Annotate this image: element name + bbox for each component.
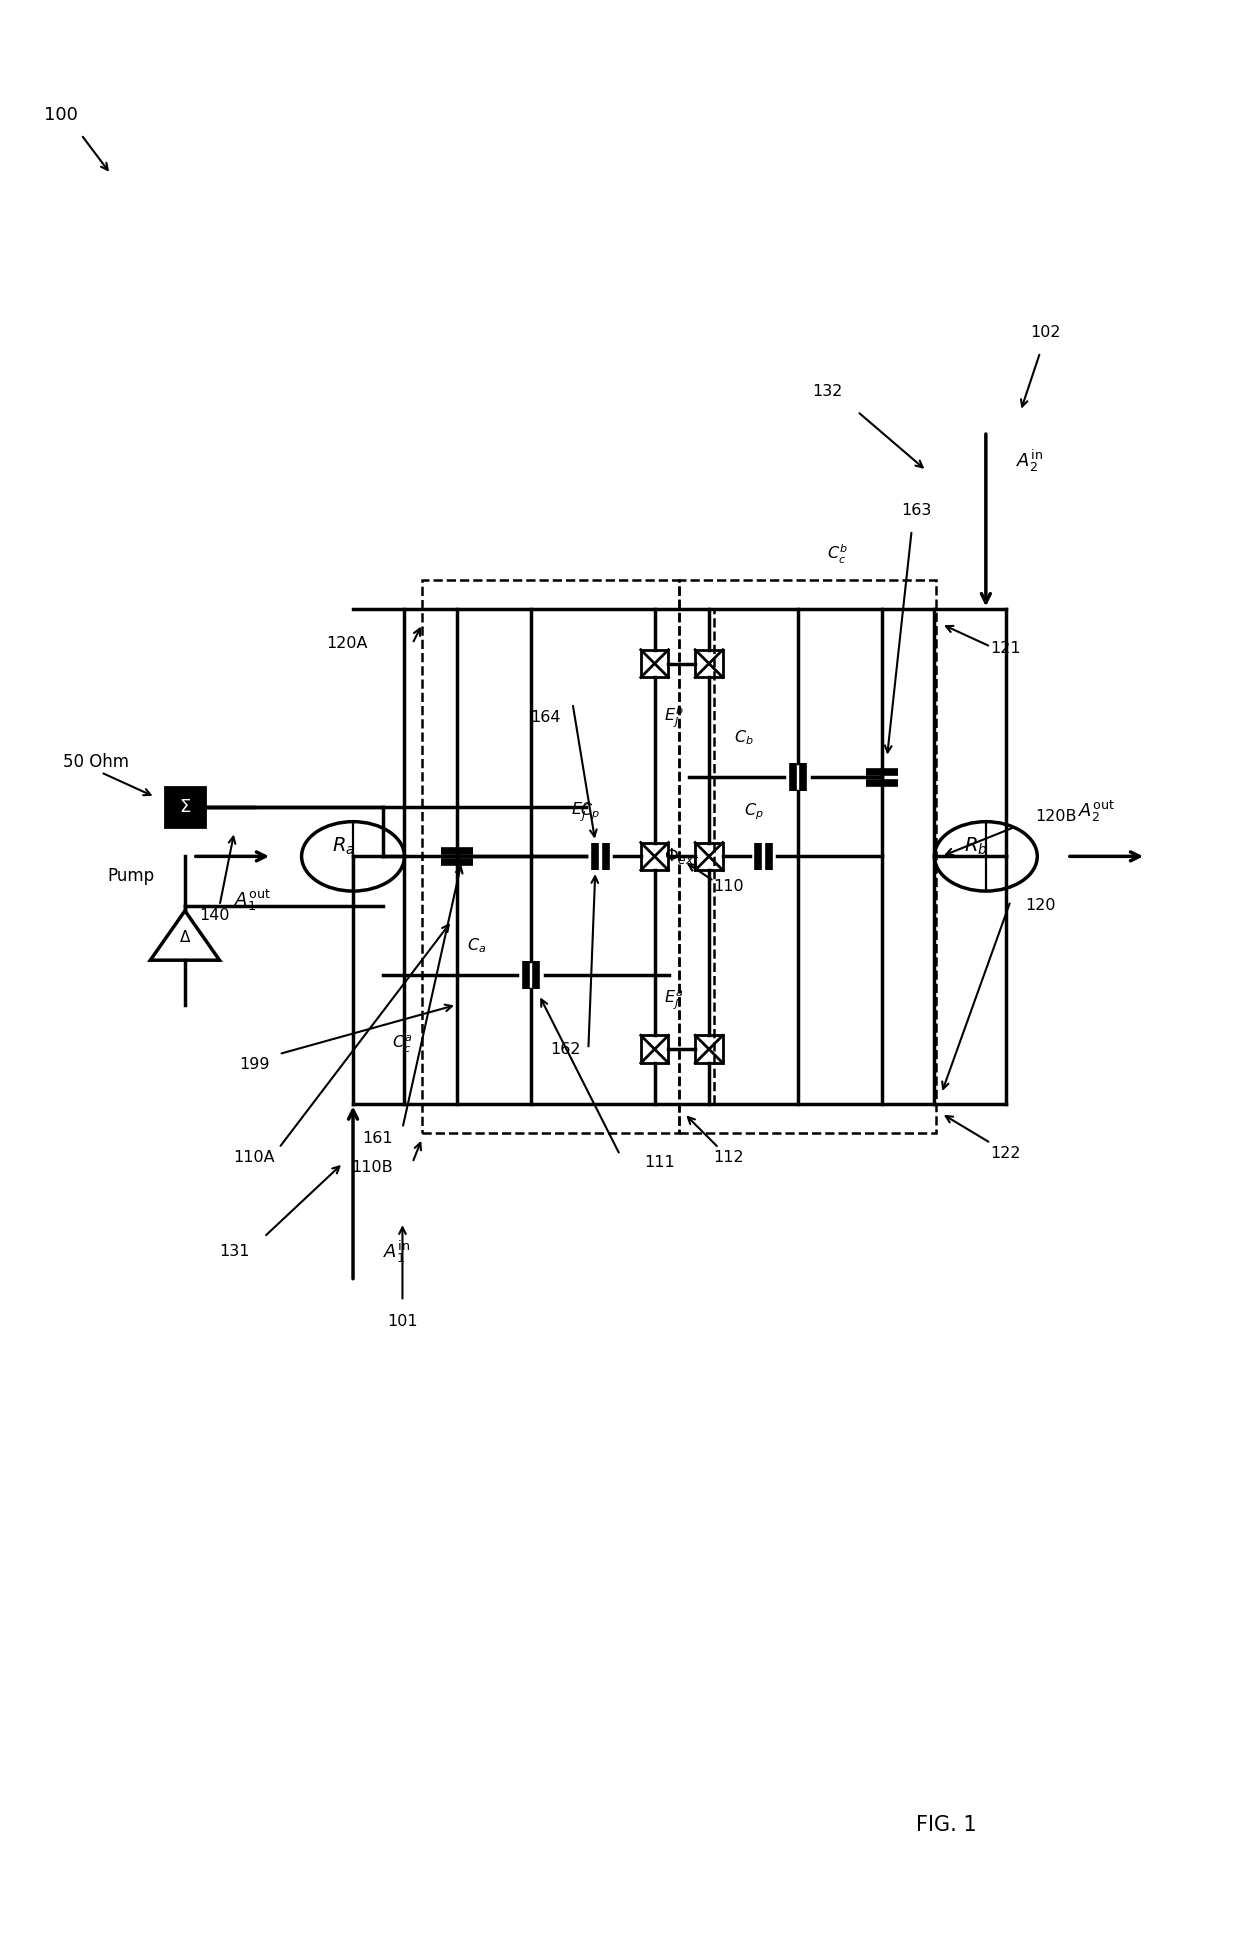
Text: 111: 111 — [644, 1155, 675, 1171]
Text: 100: 100 — [45, 106, 78, 123]
Text: $A_2^{\rm in}$: $A_2^{\rm in}$ — [1016, 448, 1043, 473]
Text: $C_c^b$: $C_c^b$ — [827, 543, 848, 567]
Text: $\Delta$: $\Delta$ — [179, 929, 191, 946]
Bar — [423, 579, 680, 1134]
Text: $E_J^c$: $E_J^c$ — [572, 800, 590, 823]
Text: $\Phi_{ext}$: $\Phi_{ext}$ — [663, 847, 699, 866]
Text: $R_a$: $R_a$ — [331, 837, 355, 856]
Text: 140: 140 — [200, 909, 229, 923]
Text: 121: 121 — [991, 641, 1021, 657]
Text: $C_c^a$: $C_c^a$ — [392, 1034, 413, 1056]
Text: FIG. 1: FIG. 1 — [916, 1816, 977, 1836]
Text: $R_b$: $R_b$ — [965, 837, 988, 856]
Text: $C_p$: $C_p$ — [744, 802, 764, 823]
Text: $C_b$: $C_b$ — [734, 729, 754, 747]
Text: $C_p$: $C_p$ — [580, 802, 600, 823]
Text: 199: 199 — [239, 1056, 269, 1071]
Text: $C_a$: $C_a$ — [467, 936, 486, 954]
Text: $E_J^a$: $E_J^a$ — [665, 987, 683, 1011]
Text: 110B: 110B — [351, 1161, 393, 1175]
Text: $A_2^{\rm out}$: $A_2^{\rm out}$ — [1078, 800, 1115, 825]
Text: 50 Ohm: 50 Ohm — [63, 753, 129, 772]
Text: Pump: Pump — [107, 868, 154, 886]
Text: 120: 120 — [1025, 897, 1056, 913]
Bar — [165, 788, 205, 827]
Text: $A_1^{\rm in}$: $A_1^{\rm in}$ — [383, 1239, 409, 1265]
Bar — [696, 1036, 723, 1064]
Text: $\Sigma$: $\Sigma$ — [179, 798, 191, 815]
Bar — [680, 579, 936, 1134]
Text: 120B: 120B — [1035, 809, 1076, 825]
Bar — [696, 843, 723, 870]
Text: 161: 161 — [362, 1130, 393, 1146]
Text: 163: 163 — [901, 502, 931, 518]
Bar — [641, 1036, 668, 1064]
Text: 132: 132 — [812, 383, 843, 399]
Text: 101: 101 — [387, 1314, 418, 1329]
Text: $E_J^b$: $E_J^b$ — [665, 706, 684, 731]
Text: 162: 162 — [551, 1042, 580, 1058]
Text: 112: 112 — [713, 1150, 744, 1165]
Text: 110: 110 — [713, 878, 744, 893]
Text: 131: 131 — [219, 1245, 249, 1259]
Text: 122: 122 — [991, 1146, 1021, 1161]
Bar — [696, 649, 723, 676]
Text: $A_1^{\rm out}$: $A_1^{\rm out}$ — [233, 888, 270, 913]
Text: 120A: 120A — [326, 635, 368, 651]
Bar — [641, 843, 668, 870]
Text: 102: 102 — [1030, 325, 1060, 340]
Text: 164: 164 — [531, 710, 560, 725]
Text: 110A: 110A — [233, 1150, 275, 1165]
Bar — [641, 649, 668, 676]
